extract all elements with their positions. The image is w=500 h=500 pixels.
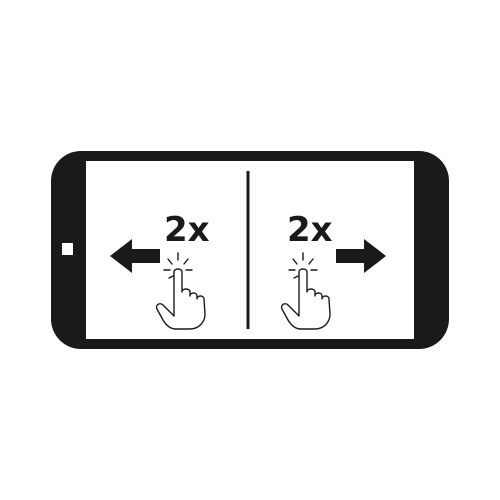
home-button-icon — [62, 243, 73, 255]
smartphone-landscape-icon — [51, 151, 449, 349]
tapping-hand-icon — [155, 252, 206, 330]
arrow-left-icon — [110, 239, 160, 273]
tapping-hand-icon — [280, 252, 331, 330]
right-tap-count-label: 2x — [287, 210, 333, 250]
left-tap-count-label: 2x — [164, 210, 210, 250]
arrow-right-icon — [336, 239, 386, 273]
